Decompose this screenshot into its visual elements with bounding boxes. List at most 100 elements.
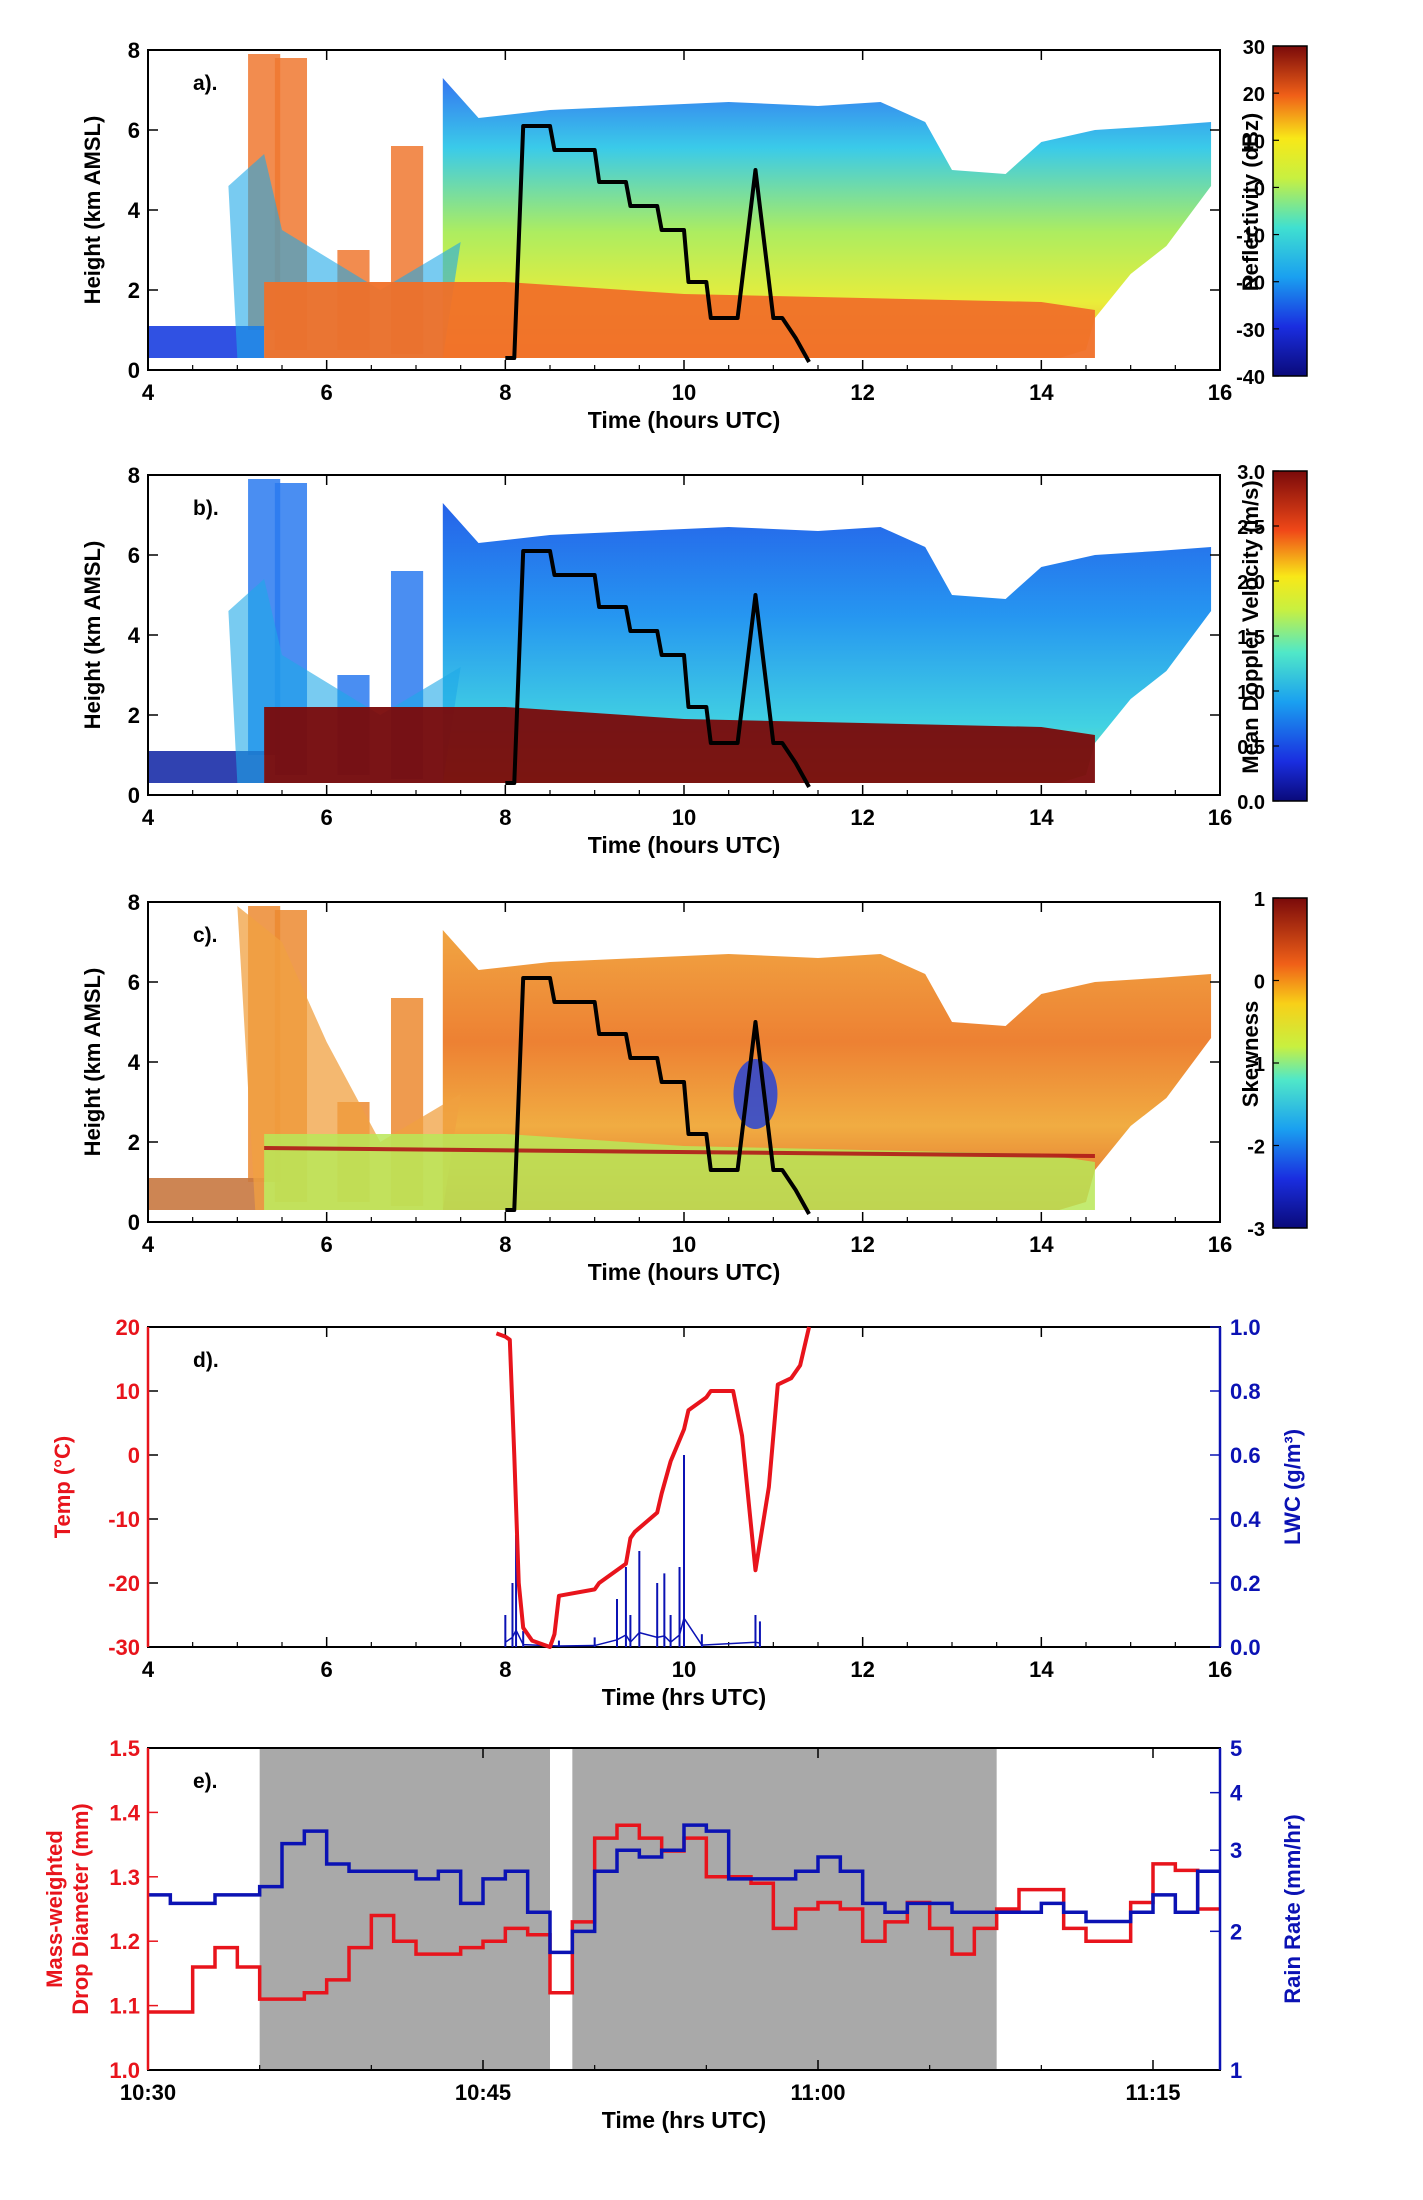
panel-label: d). [193, 1349, 219, 1372]
right-y-axis-label: LWC (g/m³) [1280, 1429, 1305, 1545]
x-tick-label: 16 [1208, 380, 1232, 405]
x-tick-label: 10:45 [455, 2080, 511, 2105]
plot-frame [147, 474, 1221, 796]
y-tick-label: 6 [128, 970, 140, 995]
right-y-tick-label: 4 [1230, 1781, 1243, 1806]
panel-label: c). [193, 924, 218, 947]
rain-layer [264, 282, 1095, 358]
panel-label: a). [193, 72, 218, 95]
plot-frame [147, 49, 1221, 371]
x-tick-label: 4 [142, 805, 155, 830]
x-tick-label: 14 [1029, 380, 1054, 405]
right-y-tick-label: 1 [1230, 2058, 1242, 2083]
right-y-tick-label: 0.2 [1230, 1571, 1261, 1596]
x-tick-label: 16 [1208, 805, 1232, 830]
low-skewness-region [733, 1059, 778, 1129]
heatmap-panel-b: 4 6 8 10 12 14 16 0 2 4 6 8 Time (hours UTC) b). Heigh… [80, 462, 1308, 858]
x-tick-label: 14 [1029, 1232, 1054, 1257]
x-tick-label: 4 [142, 1657, 155, 1682]
y-tick-label: 1.0 [109, 2058, 140, 2083]
x-tick-label: 11:00 [790, 2080, 845, 2105]
x-tick-label: 14 [1029, 805, 1054, 830]
x-tick-label: 6 [321, 805, 333, 830]
y-tick-label: 2 [128, 703, 140, 728]
y-axis-label: Height (km AMSL) [80, 968, 105, 1157]
colorbar-tick-label: 2.0 [1237, 572, 1265, 594]
colorbar-tick-label: 1 [1254, 889, 1265, 911]
colorbar-tick-label: -2 [1247, 1137, 1265, 1159]
right-y-tick-label: 2 [1230, 1919, 1242, 1944]
right-y-tick-label: 0.6 [1230, 1443, 1261, 1468]
temperature-series [495, 1326, 812, 1649]
temperature-lwc-panel: 4 6 8 10 12 14 16 -30 -20 -10 0 10 20 Time (hrs UTC) d… [50, 1315, 1305, 1710]
x-axis-label: Time (hours UTC) [588, 407, 781, 433]
colorbar-tick-label: -20 [1236, 273, 1265, 295]
right-y-tick-label: 5 [1230, 1736, 1242, 1761]
x-tick-label: 16 [1208, 1232, 1232, 1257]
y-tick-label: 1.5 [109, 1736, 140, 1761]
y-tick-label: 2 [128, 1130, 140, 1155]
shaded-interval [572, 1748, 997, 2070]
colorbar-tick-label: 30 [1243, 37, 1265, 59]
x-tick-label: 10:30 [120, 2080, 176, 2105]
y-tick-label: 2 [128, 278, 140, 303]
heatmap-panel-a: 4 6 8 10 12 14 16 0 2 4 6 8 Time (hours UTC) a). Heigh… [80, 37, 1308, 433]
rain-rate-series [148, 1823, 1220, 1955]
y-tick-label: 0 [128, 1443, 140, 1468]
low-level-echo [148, 1178, 265, 1210]
y-axis-label: Height (km AMSL) [80, 541, 105, 730]
y-tick-label: 4 [128, 198, 141, 223]
colorbar-tick-label: 0 [1254, 972, 1265, 994]
right-y-axis-label: Rain Rate (mm/hr) [1280, 1814, 1305, 2003]
right-y-tick-label: 0.4 [1230, 1507, 1261, 1532]
colorbar-tick-label: -30 [1236, 320, 1265, 342]
y-axis-label: Temp (°C) [50, 1436, 75, 1539]
heatmap-field [148, 906, 1212, 1210]
y-axis-label-line: Drop Diameter (mm) [68, 1803, 93, 2014]
colorbar-tick-label: -3 [1247, 1219, 1265, 1241]
x-tick-label: 8 [499, 1232, 511, 1257]
flight-track [505, 124, 811, 363]
x-axis-label: Time (hrs UTC) [602, 2107, 766, 2133]
panel-label: e). [193, 1770, 218, 1793]
rain-layer [264, 707, 1095, 783]
heatmap-field [148, 54, 1212, 358]
y-tick-label: -10 [108, 1507, 140, 1532]
plot-frame [147, 901, 1221, 1223]
x-tick-label: 8 [499, 1657, 511, 1682]
colorbar-tick-label: 3.0 [1237, 462, 1265, 484]
flight-track [505, 549, 811, 788]
lwc-series [504, 1616, 761, 1647]
y-tick-label: 20 [116, 1315, 140, 1340]
x-axis-label: Time (hrs UTC) [602, 1684, 766, 1710]
y-axis-label: Height (km AMSL) [80, 116, 105, 305]
y-tick-label: 1.4 [109, 1800, 140, 1825]
right-y-tick-label: 3 [1230, 1838, 1242, 1863]
colorbar-label: Reflectivity (dBz) [1238, 113, 1263, 291]
y-axis-label-line: Mass-weighted [42, 1830, 67, 1988]
panel-label: b). [193, 497, 219, 520]
x-tick-label: 10 [672, 380, 696, 405]
x-tick-label: 10 [672, 1657, 696, 1682]
y-tick-label: 6 [128, 543, 140, 568]
x-axis-label: Time (hours UTC) [588, 1259, 781, 1285]
y-tick-label: 10 [116, 1379, 140, 1404]
colorbar-tick-label: 0.0 [1237, 792, 1265, 814]
y-tick-label: 8 [128, 38, 140, 63]
x-tick-label: 14 [1029, 1657, 1054, 1682]
melting-layer [264, 1146, 1095, 1158]
y-tick-label: 1.1 [109, 1994, 140, 2019]
colorbar-tick-label: 1.0 [1237, 682, 1265, 704]
upper-echo-region [442, 503, 1212, 783]
x-tick-label: 6 [321, 1232, 333, 1257]
drop-diameter-rain-rate-panel: 10:30 10:45 11:00 11:15 1.0 1.1 1.2 1.3 1.4 1.5 1 2… [42, 1736, 1305, 2133]
x-tick-label: 8 [499, 380, 511, 405]
right-y-tick-label: 1.0 [1230, 1315, 1261, 1340]
x-tick-label: 16 [1208, 1657, 1232, 1682]
x-tick-label: 6 [321, 1657, 333, 1682]
x-tick-label: 12 [850, 1657, 874, 1682]
y-tick-label: 0 [128, 1210, 140, 1235]
colorbar-tick-label: 2.5 [1237, 517, 1265, 539]
colorbar-tick-label: -40 [1236, 367, 1265, 389]
y-tick-label: 1.2 [109, 1929, 140, 1954]
